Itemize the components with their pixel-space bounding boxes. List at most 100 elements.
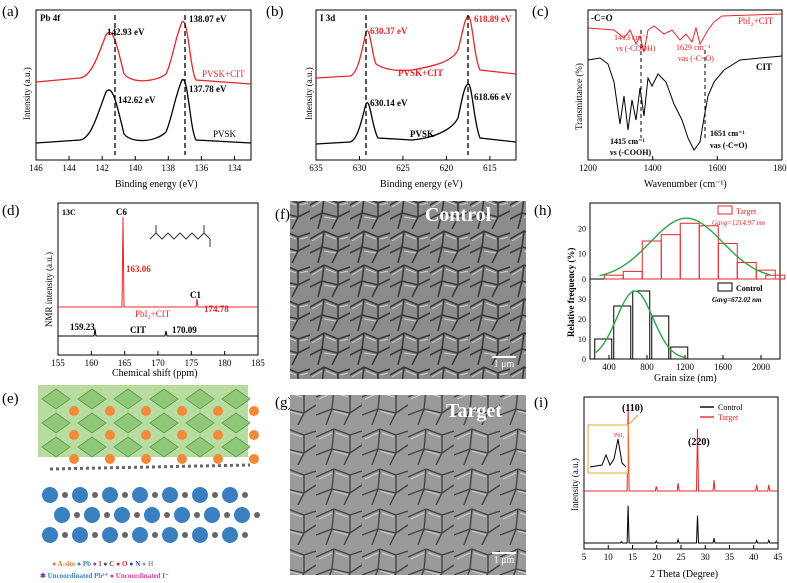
peak-label: 138.07 eV — [189, 14, 227, 24]
panel-label: (e) — [2, 391, 19, 407]
x-tick-label: 1400 — [644, 163, 663, 173]
y-axis-label: Intensity (a.u.) — [304, 67, 314, 120]
pbi6-octahedron — [77, 388, 107, 410]
bar — [603, 274, 624, 280]
panel-i-xrd: (i) Intensity (a.u.) 2 Theta (Degree) 5 1… — [534, 395, 783, 580]
pb-atom — [162, 487, 178, 503]
series-label: CIT — [130, 325, 146, 335]
i-atom — [212, 492, 218, 498]
pb-atom — [72, 527, 88, 543]
peak-label: 137.78 eV — [189, 84, 227, 94]
a-site-cation — [177, 454, 187, 464]
panel-a-xps-pb4f: (a) Pb 4f Intensity (a.u.) Binding energ… — [2, 4, 252, 190]
a-site-cation — [213, 454, 223, 464]
pbi6-octahedron — [77, 436, 107, 458]
pbi6-octahedron — [221, 436, 251, 458]
pb-atom — [102, 487, 118, 503]
pbi6-octahedron — [113, 412, 143, 434]
series-line-control — [584, 505, 778, 544]
pbi6-octahedron — [41, 388, 71, 410]
avg-label: Gavg=1214.97 nm — [712, 219, 765, 227]
y-tick-label: 0 — [582, 275, 586, 284]
pb-atom — [174, 507, 190, 523]
peak-label: (220) — [688, 437, 710, 448]
y-axis-label: Intensity (a.u.) — [570, 458, 580, 511]
inset-curve — [589, 438, 627, 468]
a-site-cation — [249, 454, 259, 464]
y-tick-label: 20 — [578, 315, 586, 324]
x-tick-label: 142 — [95, 163, 109, 173]
i-atom — [164, 512, 170, 518]
series-label: PVSK+CIT — [398, 68, 443, 78]
x-tick-label: 170 — [151, 358, 165, 368]
pbi6-octahedron — [221, 412, 251, 434]
x-tick-label: 30 — [701, 552, 711, 562]
annotation: 1629 cm⁻¹ — [676, 43, 711, 52]
legend-label: Control — [736, 284, 763, 293]
pbi6-octahedron — [185, 388, 215, 410]
x-tick-label: 625 — [396, 163, 410, 173]
i-atom — [62, 492, 68, 498]
series-label: PVSK — [213, 129, 237, 139]
legend-row1: ● A-site ● Pb ● I ● C ● O ● N ● H — [52, 560, 154, 568]
series-label: PVSK — [410, 129, 434, 139]
legend-swatch-target — [717, 205, 733, 215]
pbi6-octahedron — [41, 412, 71, 434]
x-tick-label: 20 — [652, 552, 662, 562]
y-tick-label: 0 — [582, 355, 586, 364]
x-tick-label: 160 — [85, 358, 99, 368]
scale-bar-label: 1 μm — [494, 359, 515, 370]
sem-image — [290, 201, 526, 379]
bar — [660, 234, 681, 280]
inset-frame — [587, 424, 629, 474]
plot-frame — [57, 202, 259, 356]
x-tick-label: 1800 — [773, 163, 787, 173]
bar — [622, 270, 643, 280]
legend-row2: ✱ Uncoordinated Pb²⁺ ● Uncoordinated I⁻ — [40, 572, 169, 580]
pb-atom — [204, 507, 220, 523]
x-tick-label: 35 — [725, 552, 735, 562]
panel-label: (i) — [534, 395, 548, 411]
x-tick-label: 1600 — [714, 362, 733, 372]
x-tick-label: 134 — [228, 163, 242, 173]
pb-atom — [42, 527, 58, 543]
pb-atom — [42, 487, 58, 503]
panel-e-structure: (e) ● A-site ● Pb ● I ● C ● O ● N ● H ✱ … — [2, 385, 260, 580]
series-line-pvsk — [35, 79, 252, 144]
x-axis-label: Grain size (nm) — [654, 373, 717, 384]
pb-atom — [102, 527, 118, 543]
peak-label: 142.93 eV — [107, 27, 145, 37]
bar — [613, 305, 632, 360]
peak-label: 170.09 — [172, 325, 197, 335]
peak-label: 630.37 eV — [370, 26, 408, 36]
annotation: νs (-COOH) — [609, 148, 651, 157]
x-tick-label: 185 — [251, 358, 265, 368]
i-atom — [182, 492, 188, 498]
perovskite-layer — [38, 385, 248, 457]
panel-label: (b) — [266, 4, 284, 20]
chart-title: -C=O — [591, 13, 613, 23]
fit-curve — [599, 217, 771, 277]
plot-frame — [587, 9, 783, 161]
panel-b-xps-i3d: (b) I 3d Intensity (a.u.) Binding energy… — [266, 4, 517, 190]
x-tick-label: 180 — [218, 358, 232, 368]
pb-atom — [114, 507, 130, 523]
y-axis-label: NMR intensity (a.u.) — [44, 252, 54, 327]
series-line-target — [584, 405, 778, 492]
i-atom — [74, 512, 80, 518]
pbi6-octahedron — [41, 436, 71, 458]
chart-title: 13C — [62, 208, 76, 217]
y-axis-label: Relative frequency (%) — [566, 248, 576, 337]
peak-label: 142.62 eV — [118, 95, 156, 105]
panel-h-grain-size: (h) 0 10 20 0 10 20 30 400 800 1200 1600 2000 Rel… — [534, 202, 786, 384]
a-site-cation — [69, 406, 79, 416]
x-tick-label: 1600 — [708, 163, 727, 173]
molecule-structure — [149, 225, 211, 247]
i-atom — [224, 512, 230, 518]
inset-connector — [627, 414, 639, 426]
annotation: νas (-C=O) — [709, 141, 748, 150]
i-atom — [194, 512, 200, 518]
i-atom — [122, 532, 128, 538]
i-atom — [242, 532, 248, 538]
chart-title: Pb 4f — [40, 13, 61, 23]
